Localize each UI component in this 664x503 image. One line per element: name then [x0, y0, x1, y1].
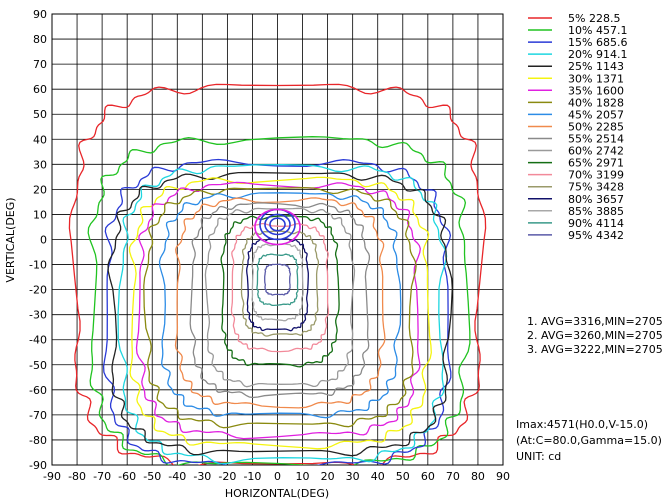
x-tick-label: 20	[321, 470, 335, 483]
legend-entry: 10% 457.1	[568, 24, 627, 37]
legend-entry: 70% 3199	[568, 169, 624, 182]
contour-line	[174, 197, 386, 409]
y-tick-label: -80	[29, 434, 47, 447]
y-tick-label: -10	[29, 259, 47, 272]
avg-min-note: 2. AVG=3260,MIN=2705	[527, 329, 663, 342]
contour-line	[87, 136, 471, 465]
legend-entry: 55% 2514	[568, 133, 624, 146]
avg-min-note: 3. AVG=3222,MIN=2705	[527, 343, 663, 356]
contour-line	[128, 176, 432, 450]
contour-line	[256, 253, 299, 307]
contour-line	[158, 192, 402, 419]
legend-entry: 45% 2057	[568, 108, 624, 121]
legend-entry: 65% 2971	[568, 157, 624, 170]
x-tick-label: -40	[168, 470, 186, 483]
legend-entry: 30% 1371	[568, 72, 624, 85]
contour-line	[230, 222, 330, 353]
contour-line	[68, 83, 487, 465]
y-tick-label: 0	[40, 234, 47, 247]
x-tick-label: 80	[471, 470, 485, 483]
x-tick-label: -70	[93, 470, 111, 483]
x-tick-labels: -90 -80 -70 -60 -50 -40 -30 -20 -10 0 10 20 30 40 50 60…	[43, 470, 510, 483]
contour-line	[264, 263, 291, 296]
y-tick-label: 70	[33, 58, 47, 71]
contour-line	[240, 230, 320, 337]
y-tick-label: -20	[29, 284, 47, 297]
contour-line	[220, 215, 340, 368]
y-tick-label: -40	[29, 334, 47, 347]
x-tick-label: 50	[396, 470, 410, 483]
legend-entry: 35% 1600	[568, 84, 624, 97]
y-tick-label: 30	[33, 158, 47, 171]
x-tick-label: 30	[346, 470, 360, 483]
x-tick-label: -80	[68, 470, 86, 483]
x-tick-label: 90	[496, 470, 510, 483]
y-tick-label: 20	[33, 183, 47, 196]
legend-entry: 15% 685.6	[568, 36, 627, 49]
y-tick-label: 80	[33, 33, 47, 46]
hotspot-ring	[264, 213, 291, 236]
contour-line	[204, 207, 356, 388]
x-tick-label: 40	[371, 470, 385, 483]
x-tick-label: -20	[218, 470, 236, 483]
contour-line	[251, 243, 304, 322]
y-axis-label: VERTICAL(DEG)	[4, 197, 17, 282]
y-tick-label: -90	[29, 459, 47, 472]
x-axis-label: HORIZONTAL(DEG)	[225, 487, 329, 500]
x-tick-label: 10	[296, 470, 310, 483]
x-tick-label: -50	[143, 470, 161, 483]
contour-line	[107, 171, 453, 457]
y-tick-label: 50	[33, 108, 47, 121]
legend-entry: 20% 914.1	[568, 48, 627, 61]
intensity-info: Imax:4571(H0.0,V-15.0) (At:C=80.0,Gamma=…	[516, 418, 662, 463]
contour-line	[189, 202, 371, 399]
x-tick-label: 70	[446, 470, 460, 483]
y-tick-label: -50	[29, 359, 47, 372]
y-tick-labels: 90 80 70 60 50 40 30 20 10 0 -10 -20 -30 -40 -50 -60 -70…	[29, 8, 47, 472]
avg-min-note: 1. AVG=3316,MIN=2705	[527, 315, 663, 328]
x-tick-label: 60	[421, 470, 435, 483]
y-tick-label: -30	[29, 309, 47, 322]
legend-entry: 90% 4114	[568, 217, 624, 230]
info-line: Imax:4571(H0.0,V-15.0)	[516, 418, 648, 431]
y-tick-label: 40	[33, 133, 47, 146]
contour-line	[135, 181, 421, 440]
info-line: UNIT: cd	[516, 450, 561, 463]
info-line: (At:C=80.0,Gamma=15.0)	[516, 434, 662, 447]
contour-line	[117, 163, 448, 465]
y-tick-label: 60	[33, 83, 47, 96]
hotspot-ring	[269, 217, 286, 232]
legend-entry: 5% 228.5	[568, 12, 620, 25]
legend-entry: 60% 2742	[568, 145, 624, 158]
legend-entry: 25% 1143	[568, 60, 624, 73]
x-tick-label: 0	[274, 470, 281, 483]
legend-entry: 80% 3657	[568, 193, 624, 206]
hotspot-ring	[254, 208, 301, 246]
contour-line	[246, 238, 309, 332]
legend-entry: 75% 3428	[568, 181, 624, 194]
y-tick-label: -60	[29, 384, 47, 397]
x-tick-label: -60	[118, 470, 136, 483]
y-tick-label: -70	[29, 409, 47, 422]
legend: 5% 228.510% 457.115% 685.620% 914.125% 1…	[528, 12, 627, 242]
y-tick-label: 90	[33, 8, 47, 21]
x-tick-label: -90	[43, 470, 61, 483]
contour-line	[102, 158, 452, 465]
legend-entry: 50% 2285	[568, 120, 624, 133]
contour-line	[143, 187, 417, 429]
contour-lines	[68, 83, 487, 465]
x-tick-label: -10	[243, 470, 261, 483]
legend-entry: 95% 4342	[568, 229, 624, 242]
y-tick-label: 10	[33, 208, 47, 221]
legend-entry: 85% 3885	[568, 205, 624, 218]
x-tick-label: -30	[193, 470, 211, 483]
legend-entry: 40% 1828	[568, 96, 624, 109]
